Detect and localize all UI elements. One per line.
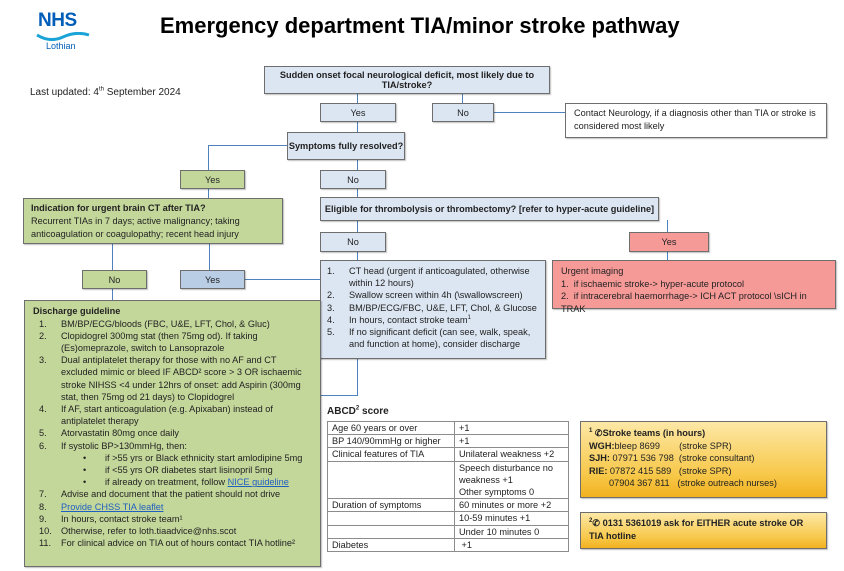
table-row: Clinical features of TIA Unilateral weakn… — [327, 447, 569, 462]
ct-steps-list: 1. CT head (urgent if anticoagulated, oth… — [321, 265, 539, 350]
discharge-item: 9. In hours, contact stroke team¹ — [39, 513, 183, 524]
discharge-title: Discharge guideline — [33, 306, 121, 316]
discharge-item: 1. BM/BP/ECG/bloods (FBC, U&E, LFT, Chol,… — [39, 318, 270, 329]
indication-ct-box: Indication for urgent brain CT after TIA… — [23, 198, 283, 244]
question-thrombolysis: Eligible for thrombolysis or thrombectom… — [320, 197, 659, 221]
connector — [208, 188, 209, 198]
bp-bullet: • if >55 yrs or Black ethnicity start aml… — [83, 452, 303, 463]
last-updated-prefix: Last updated: 4 — [30, 87, 99, 98]
discharge-item: 8. Provide CHSS TIA leaflet — [39, 501, 164, 512]
discharge-item: 4. If AF, start anticoagulation (e.g. Api… — [39, 403, 273, 427]
ct-step: 5. If no significant deficit (can see, wa… — [327, 327, 531, 350]
stroke-team-line: RIE: 07872 415 589 (stroke SPR) — [589, 465, 732, 476]
bp-bullet: • if already on treatment, follow NICE gu… — [83, 477, 289, 488]
logo-wave-icon — [36, 32, 90, 42]
discharge-list: 1. BM/BP/ECG/bloods (FBC, U&E, LFT, Chol,… — [33, 318, 314, 550]
phone-icon: ✆ — [592, 518, 601, 528]
urgent-item: 2. if intracerebral haemorrhage-> ICH AC… — [561, 291, 807, 314]
connector — [667, 220, 668, 232]
discharge-item: 2. Clopidogrel 300mg stat (then 75mg od).… — [39, 330, 258, 353]
chss-leaflet-link[interactable]: Provide CHSS TIA leaflet — [61, 501, 164, 512]
indication-text: Recurrent TIAs in 7 days; active maligna… — [31, 216, 240, 239]
urgent-item: 1. if ischaemic stroke-> hyper-acute pro… — [561, 278, 745, 289]
nice-guideline-link[interactable]: NICE guideline — [227, 477, 289, 488]
connector — [462, 93, 463, 103]
table-row: Duration of symptoms 60 minutes or more +… — [327, 498, 569, 513]
discharge-item: 6. If systolic BP>130mmHg, then: — [39, 440, 187, 451]
connector — [208, 145, 209, 170]
connector — [320, 395, 358, 396]
connector — [357, 358, 358, 395]
table-row: Diabetes +1 — [327, 537, 569, 553]
indication-no-box: No — [82, 270, 147, 289]
connector — [357, 220, 358, 232]
q2-no-box: No — [320, 170, 386, 189]
contact-neurology-box: Contact Neurology, if a diagnosis other … — [565, 103, 827, 138]
connector — [112, 288, 113, 300]
stroke-team-line: SJH: 07971 536 798 (stroke consultant) — [589, 453, 755, 463]
table-row: Age 60 years or over +1 — [327, 420, 569, 436]
table-row: BP 140/90mmHg or higher +1 — [327, 434, 569, 449]
q2-yes-box: Yes — [180, 170, 245, 189]
last-updated-sup: th — [98, 86, 104, 93]
ct-head-steps-box: 1. CT head (urgent if anticoagulated, oth… — [320, 260, 546, 359]
indication-yes-box: Yes — [180, 270, 245, 289]
last-updated-suffix: September 2024 — [103, 87, 181, 98]
stroke-teams-heading: 1 ✆Stroke teams (in hours) — [589, 427, 706, 438]
stroke-team-line: WGH: bleep 8699 (stroke SPR) — [589, 440, 732, 451]
connector — [493, 112, 565, 113]
stroke-teams-box: 1 ✆Stroke teams (in hours) WGH: bleep 86… — [580, 421, 827, 498]
q1-yes-box: Yes — [320, 103, 396, 122]
logo-nhs-text: NHS — [38, 10, 77, 31]
connector — [209, 243, 210, 270]
discharge-guideline-box: Discharge guideline 1. BM/BP/ECG/bloods (… — [24, 300, 321, 567]
abcd2-title: ABCD2 score — [327, 405, 389, 417]
connector — [357, 93, 358, 103]
abcd2-table: Age 60 years or over +1 BP 140/90mmHg or … — [327, 420, 569, 553]
ct-step: 2. Swallow screen within 4h (\swallowscre… — [327, 290, 523, 301]
urgent-imaging-title: Urgent imaging — [561, 266, 624, 276]
table-row: Under 10 minutes 0 — [327, 524, 569, 539]
logo-lothian-text: Lothian — [46, 41, 76, 51]
urgent-imaging-box: Urgent imaging 1. if ischaemic stroke-> … — [552, 260, 836, 314]
discharge-item: 5. Atorvastatin 80mg once daily — [39, 428, 179, 439]
page-title: Emergency department TIA/minor stroke pa… — [160, 13, 680, 38]
stroke-team-line: 07904 367 811 (stroke outreach nurses) — [609, 478, 777, 488]
connector — [357, 251, 358, 260]
last-updated: Last updated: 4th September 2024 — [30, 87, 181, 98]
discharge-item: 10. Otherwise, refer to loth.tiaadvice@nh… — [39, 525, 237, 536]
q1-no-box: No — [432, 103, 494, 122]
q3-yes-box: Yes — [629, 232, 709, 252]
question-symptoms-resolved: Symptoms fully resolved? — [287, 132, 405, 160]
connector — [357, 160, 358, 170]
connector — [112, 243, 113, 270]
phone-icon: ✆ — [594, 428, 603, 438]
connector — [667, 251, 668, 260]
ct-step: 1. CT head (urgent if anticoagulated, oth… — [327, 266, 530, 289]
connector — [208, 145, 287, 146]
discharge-item: 11. For clinical advice on TIA out of hou… — [39, 538, 296, 549]
nhs-lothian-logo: NHS Lothian — [34, 10, 94, 52]
ct-step: 3. BM/BP/ECG/FBC, U&E, LFT, Chol, & Gluco… — [327, 302, 537, 313]
discharge-item: 3. Dual antiplatelet therapy for those wi… — [39, 355, 302, 402]
table-row: 10-59 minutes +1 — [327, 511, 569, 526]
connector — [357, 122, 358, 132]
ct-step: 4. In hours, contact stroke team1 — [327, 314, 471, 325]
discharge-item: 7. Advise and document that the patient s… — [39, 489, 281, 500]
indication-title: Indication for urgent brain CT after TIA… — [31, 203, 206, 213]
table-row: Speech disturbance no weakness +1 Other s… — [327, 460, 569, 500]
question-sudden-onset: Sudden onset focal neurological deficit,… — [264, 66, 550, 94]
connector — [244, 279, 320, 280]
q3-no-box: No — [320, 232, 386, 252]
connector — [357, 188, 358, 197]
tia-hotline-box: 2✆ 0131 5361019 ask for EITHER acute str… — [580, 512, 827, 549]
bp-bullet: • if <55 yrs OR diabetes start lisinopril… — [83, 464, 273, 475]
